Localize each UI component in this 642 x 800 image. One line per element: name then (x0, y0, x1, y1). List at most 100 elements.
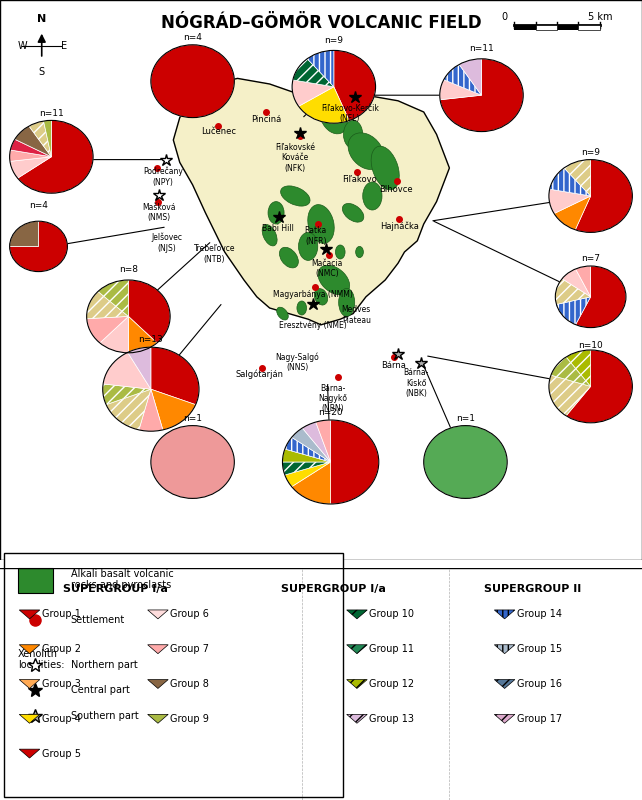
Text: Fiľakovské
Kováče
(NFK): Fiľakovské Kováče (NFK) (275, 142, 315, 173)
Wedge shape (10, 221, 67, 271)
Wedge shape (555, 278, 591, 305)
Text: Bárna-
Kiskő
(NBK): Bárna- Kiskő (NBK) (403, 369, 429, 398)
Text: n=11: n=11 (39, 109, 64, 118)
Wedge shape (549, 189, 591, 214)
Wedge shape (10, 157, 51, 178)
Text: Medves
Plateau: Medves Plateau (342, 305, 371, 325)
Polygon shape (19, 714, 40, 723)
Ellipse shape (315, 289, 327, 305)
Wedge shape (299, 86, 349, 123)
Wedge shape (10, 150, 51, 162)
Wedge shape (10, 139, 51, 157)
Ellipse shape (363, 182, 382, 210)
Text: Fiľakovo-Kerčik
(NFL): Fiľakovo-Kerčik (NFL) (321, 104, 379, 123)
Text: Podrečany
(NPY): Podrečany (NPY) (143, 167, 183, 186)
Text: Group 4: Group 4 (42, 714, 81, 724)
Text: n=4: n=4 (29, 201, 48, 210)
Wedge shape (139, 390, 163, 431)
Ellipse shape (342, 203, 364, 222)
Wedge shape (106, 390, 151, 430)
Ellipse shape (348, 133, 384, 170)
Wedge shape (44, 121, 51, 157)
Text: Babi Hill: Babi Hill (262, 224, 294, 233)
Text: Fiľakovo: Fiľakovo (342, 175, 377, 184)
Wedge shape (151, 347, 199, 405)
Wedge shape (440, 80, 482, 100)
Wedge shape (575, 159, 632, 232)
Text: N: N (37, 14, 46, 23)
Text: Xenolith
localities:: Xenolith localities: (18, 649, 64, 670)
Polygon shape (347, 679, 367, 689)
Text: n=10: n=10 (578, 341, 603, 350)
Text: Mašková
(NMS): Mašková (NMS) (142, 202, 175, 222)
Text: Group 3: Group 3 (42, 679, 81, 689)
Wedge shape (128, 316, 157, 353)
Wedge shape (15, 126, 51, 157)
Text: n=9: n=9 (581, 148, 600, 157)
Text: S: S (39, 67, 45, 78)
Ellipse shape (339, 288, 354, 317)
Wedge shape (302, 422, 331, 462)
Wedge shape (10, 221, 39, 246)
Polygon shape (148, 610, 168, 619)
Text: Southern part: Southern part (71, 710, 139, 721)
Wedge shape (316, 420, 331, 462)
Polygon shape (173, 78, 449, 325)
Polygon shape (347, 645, 367, 654)
Text: Pinciná: Pinciná (251, 114, 282, 124)
Wedge shape (440, 58, 523, 131)
Wedge shape (282, 462, 331, 475)
Ellipse shape (297, 301, 307, 315)
Ellipse shape (335, 245, 345, 259)
Polygon shape (148, 714, 168, 723)
Polygon shape (494, 679, 515, 689)
Wedge shape (128, 347, 151, 390)
Text: Group 17: Group 17 (517, 714, 562, 724)
Wedge shape (29, 121, 51, 157)
Wedge shape (331, 420, 379, 504)
Ellipse shape (371, 146, 399, 190)
Text: Group 10: Group 10 (369, 610, 414, 619)
Wedge shape (566, 350, 591, 386)
Text: Ratka
(NFR): Ratka (NFR) (305, 226, 327, 246)
Bar (18, 568, 53, 594)
FancyBboxPatch shape (4, 553, 343, 798)
Text: Group 13: Group 13 (369, 714, 414, 724)
Text: Salgótarján: Salgótarján (236, 370, 283, 379)
Text: Group 6: Group 6 (170, 610, 209, 619)
Text: SUPERGROUP II: SUPERGROUP II (484, 584, 582, 594)
Text: SUPERGROUP I/a: SUPERGROUP I/a (281, 584, 386, 594)
Ellipse shape (318, 266, 350, 294)
Text: Group 14: Group 14 (517, 610, 562, 619)
Wedge shape (551, 357, 591, 386)
Wedge shape (557, 297, 591, 325)
Text: Group 2: Group 2 (42, 644, 81, 654)
Wedge shape (291, 428, 331, 462)
Wedge shape (576, 266, 626, 327)
Wedge shape (459, 58, 482, 95)
Text: Mačacia
(NMC): Mačacia (NMC) (312, 258, 343, 278)
Wedge shape (564, 159, 591, 196)
Polygon shape (148, 645, 168, 654)
Wedge shape (103, 352, 151, 390)
Wedge shape (308, 50, 334, 86)
Text: n=11: n=11 (469, 44, 494, 53)
Wedge shape (87, 291, 128, 318)
Wedge shape (562, 269, 591, 297)
Text: n=4: n=4 (183, 33, 202, 42)
Polygon shape (494, 610, 515, 619)
Wedge shape (151, 390, 196, 430)
Text: Bárna-
Nagykő
(NBN): Bárna- Nagykő (NBN) (318, 384, 347, 414)
Bar (557, 26, 578, 30)
Ellipse shape (279, 247, 299, 268)
Text: W: W (17, 41, 27, 51)
Text: n=1: n=1 (456, 414, 475, 422)
Text: E: E (61, 41, 67, 51)
Polygon shape (19, 645, 40, 654)
Ellipse shape (277, 307, 288, 320)
Polygon shape (19, 679, 40, 689)
Text: Magyarbánya (NMM): Magyarbánya (NMM) (273, 290, 353, 299)
Wedge shape (17, 121, 93, 193)
Bar (536, 26, 557, 30)
Text: NÓGRÁD–GÖMÖR VOLCANIC FIELD: NÓGRÁD–GÖMÖR VOLCANIC FIELD (160, 14, 482, 32)
